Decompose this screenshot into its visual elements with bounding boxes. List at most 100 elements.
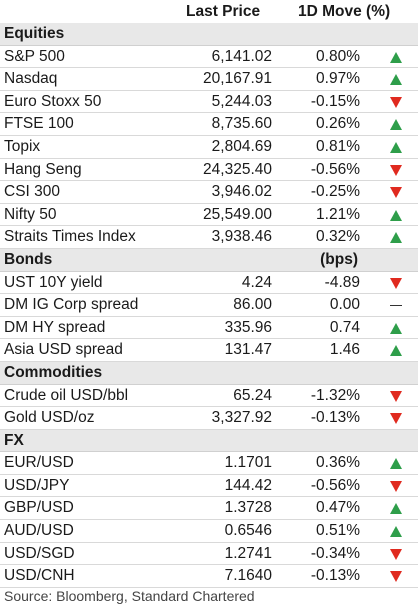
last-price-value: 4.24	[241, 273, 272, 291]
arrow-up-icon	[390, 119, 402, 131]
last-price-value: 25,549.00	[203, 205, 272, 223]
move-value: -0.56%	[310, 476, 360, 494]
direction-indicator	[388, 520, 404, 542]
instrument-name: Crude oil USD/bbl	[4, 386, 129, 404]
last-price-value: 335.96	[224, 318, 272, 336]
source-note: Source: Bloomberg, Standard Chartered	[4, 588, 255, 604]
arrow-down-icon	[390, 413, 402, 425]
arrow-down-icon	[390, 480, 402, 492]
direction-indicator	[388, 46, 404, 68]
direction-indicator	[388, 181, 404, 203]
direction-indicator	[388, 113, 404, 135]
last-price-value: 5,244.03	[211, 92, 272, 110]
move-value: 0.97%	[316, 70, 360, 88]
direction-indicator	[388, 91, 404, 113]
direction-indicator	[388, 497, 404, 519]
direction-indicator	[388, 543, 404, 565]
instrument-name: Nasdaq	[4, 70, 58, 88]
instrument-name: Euro Stoxx 50	[4, 92, 102, 110]
arrow-up-icon	[390, 209, 402, 221]
move-value: 0.81%	[316, 137, 360, 155]
direction-indicator	[388, 317, 404, 339]
instrument-name: S&P 500	[4, 47, 65, 65]
instrument-name: Asia USD spread	[4, 341, 123, 359]
last-price-value: 131.47	[224, 341, 272, 359]
last-price-value: 1.3728	[224, 499, 272, 517]
instrument-name: Topix	[4, 137, 41, 155]
last-price-value: 6,141.02	[211, 47, 272, 65]
instrument-name: Gold USD/oz	[4, 409, 95, 427]
move-value: -0.34%	[310, 544, 360, 562]
table-row: Topix 2,804.69 0.81%	[0, 136, 418, 159]
instrument-name: FTSE 100	[4, 115, 74, 133]
instrument-name: Straits Times Index	[4, 228, 136, 246]
table-row: Gold USD/oz 3,327.92 -0.13%	[0, 407, 418, 430]
table-row: EUR/USD 1.1701 0.36%	[0, 452, 418, 475]
table-row: Asia USD spread 131.47 1.46	[0, 339, 418, 362]
instrument-name: GBP/USD	[4, 499, 74, 517]
header-1d-move: 1D Move (%)	[298, 3, 391, 20]
header-last-price: Last Price	[186, 3, 261, 20]
last-price-value: 1.2741	[224, 544, 272, 562]
section-header-commodities: Commodities	[0, 361, 418, 385]
arrow-up-icon	[390, 51, 402, 63]
arrow-down-icon	[390, 164, 402, 176]
table-row: UST 10Y yield 4.24 -4.89	[0, 272, 418, 295]
section-header-equities: Equities	[0, 23, 418, 46]
move-value: 0.32%	[316, 228, 360, 246]
last-price-value: 3,327.92	[211, 409, 272, 427]
arrow-down-icon	[390, 548, 402, 560]
last-price-value: 20,167.91	[203, 70, 272, 88]
direction-indicator	[388, 294, 404, 316]
section-title: Equities	[4, 25, 65, 42]
table-row: FTSE 100 8,735.60 0.26%	[0, 113, 418, 136]
last-price-value: 144.42	[224, 476, 272, 494]
arrow-up-icon	[390, 322, 402, 334]
table-row: Crude oil USD/bbl 65.24 -1.32%	[0, 385, 418, 408]
instrument-name: CSI 300	[4, 183, 61, 201]
move-value: -0.25%	[310, 183, 360, 201]
last-price-value: 8,735.60	[211, 115, 272, 133]
table-row: CSI 300 3,946.02 -0.25%	[0, 181, 418, 204]
direction-indicator	[388, 226, 404, 248]
arrow-up-icon	[390, 503, 402, 515]
instrument-name: USD/JPY	[4, 476, 70, 494]
last-price-value: 3,938.46	[211, 228, 272, 246]
instrument-name: USD/SGD	[4, 544, 75, 562]
instrument-name: Nifty 50	[4, 205, 57, 223]
direction-indicator	[388, 159, 404, 181]
last-price-value: 65.24	[233, 386, 272, 404]
arrow-up-icon	[390, 458, 402, 470]
dash-icon	[390, 305, 402, 307]
table-row: GBP/USD 1.3728 0.47%	[0, 497, 418, 521]
move-value: -0.56%	[310, 160, 360, 178]
arrow-down-icon	[390, 187, 402, 199]
move-value: -4.89	[324, 273, 360, 291]
direction-indicator	[388, 204, 404, 226]
direction-indicator	[388, 68, 404, 90]
arrow-down-icon	[390, 277, 402, 289]
arrow-up-icon	[390, 74, 402, 86]
move-value: -1.32%	[310, 386, 360, 404]
instrument-name: DM IG Corp spread	[4, 296, 139, 314]
instrument-name: USD/CNH	[4, 567, 75, 585]
table-row: Nifty 50 25,549.00 1.21%	[0, 204, 418, 227]
move-value: 0.80%	[316, 47, 360, 65]
section-header-fx: FX	[0, 429, 418, 453]
last-price-value: 24,325.40	[203, 160, 272, 178]
instrument-name: DM HY spread	[4, 318, 106, 336]
direction-indicator	[388, 475, 404, 497]
direction-indicator	[388, 136, 404, 158]
table-row: Straits Times Index 3,938.46 0.32%	[0, 226, 418, 249]
table-row: S&P 500 6,141.02 0.80%	[0, 46, 418, 69]
move-value: -0.13%	[310, 409, 360, 427]
last-price-value: 2,804.69	[211, 137, 272, 155]
move-value: 1.46	[329, 341, 360, 359]
move-value: 0.74	[329, 318, 360, 336]
table-row: USD/SGD 1.2741 -0.34%	[0, 543, 418, 566]
table-row: USD/JPY 144.42 -0.56%	[0, 475, 418, 498]
section-header-bonds: Bonds (bps)	[0, 248, 418, 272]
direction-indicator	[388, 452, 404, 474]
move-value: -0.15%	[310, 92, 360, 110]
